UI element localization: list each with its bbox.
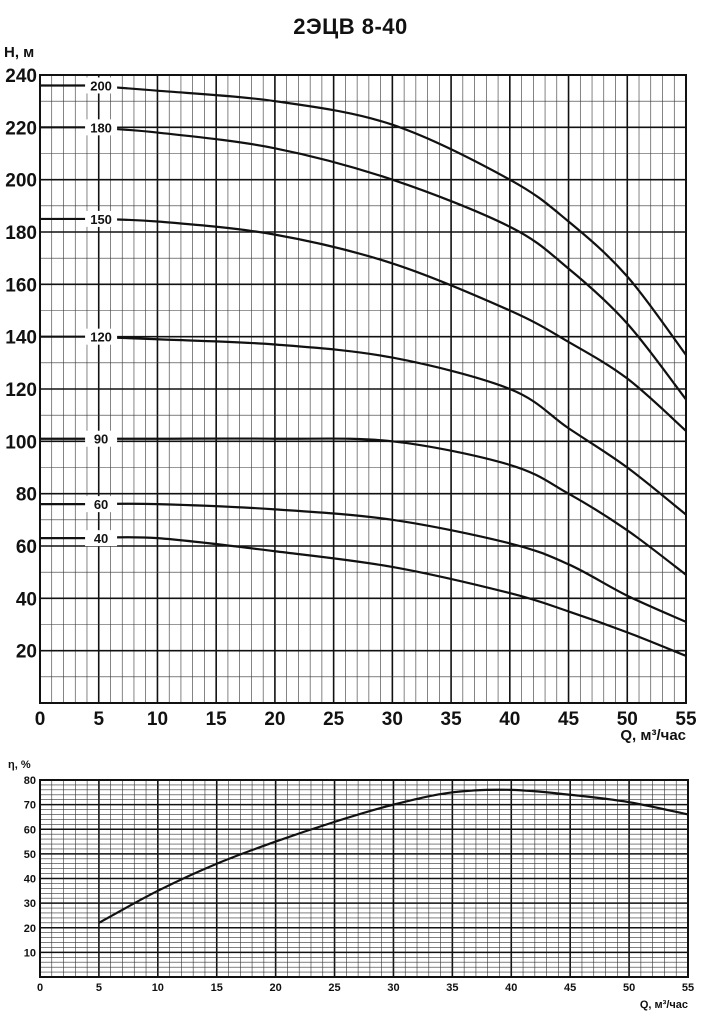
series-line: [86, 536, 687, 657]
y-tick-label: 60: [24, 824, 36, 836]
x-tick-label: 40: [499, 709, 520, 730]
y-tick-label: 60: [16, 537, 37, 558]
series-label-bg: [85, 430, 118, 447]
x-axis-label: Q, м³/час: [620, 727, 686, 744]
series: 40: [40, 530, 687, 657]
x-tick-label: 55: [675, 709, 697, 730]
series: 180: [40, 119, 687, 401]
efficiency-chart: 0 5 10 15 20 25 30 35 40 45 50 55 10 20 30 40 50 60 70 80 η,…: [8, 759, 694, 1011]
series-label: 150: [90, 212, 112, 227]
y-tick-label: 50: [24, 849, 36, 861]
x-tick-label: 15: [211, 982, 223, 994]
series: 90: [40, 430, 687, 576]
x-tick-label: 25: [328, 982, 340, 994]
series: 60: [40, 496, 687, 623]
series-label-bg: [85, 530, 118, 547]
x-tick-label: 40: [505, 982, 517, 994]
y-tick-label: 30: [24, 898, 36, 910]
y-tick-label: 240: [5, 66, 37, 87]
y-tick-label: 20: [16, 642, 37, 663]
series-label-bg: [85, 77, 118, 94]
series-label-bg: [85, 119, 118, 136]
series-label-bg: [85, 210, 118, 227]
series-line: [86, 217, 687, 432]
head-chart: 0 5 10 15 20 25 30 35 40 45 50 55 20 40 60 80 100 120 140 1…: [4, 44, 697, 744]
x-tick-label: 20: [270, 982, 282, 994]
y-tick-label: 80: [16, 485, 37, 506]
x-tick-label: 50: [623, 982, 635, 994]
grid: [39, 74, 687, 704]
series-line: [86, 84, 687, 356]
x-tick-label: 35: [441, 709, 463, 730]
series-line: [86, 502, 687, 623]
series-label: 180: [90, 120, 112, 135]
y-tick-label: 40: [16, 589, 37, 610]
y-tick-label: 180: [5, 223, 37, 244]
series-label: 60: [94, 497, 108, 512]
x-tick-label: 30: [387, 982, 399, 994]
y-tick-label: 220: [5, 118, 37, 139]
x-tick-label: 0: [37, 982, 43, 994]
y-tick-label: 200: [5, 171, 37, 192]
y-tick-label: 120: [5, 380, 37, 401]
x-tick-label: 45: [558, 709, 580, 730]
x-tick-label: 55: [682, 982, 694, 994]
x-tick-label: 50: [617, 709, 638, 730]
y-tick-label: 160: [5, 275, 37, 296]
x-tick-label: 30: [382, 709, 403, 730]
x-tick-label: 5: [96, 982, 102, 994]
y-axis-label: η, %: [8, 759, 31, 771]
series-line: [86, 437, 687, 576]
y-tick-label: 40: [24, 874, 36, 886]
y-tick-label: 80: [24, 775, 36, 787]
series: 200: [40, 77, 687, 356]
series-label-bg: [85, 328, 118, 345]
series: 150: [40, 210, 687, 432]
series-line: [86, 126, 687, 401]
series-line: [98, 788, 689, 924]
x-tick-label: 15: [206, 709, 228, 730]
y-tick-label: 70: [24, 800, 36, 812]
x-tick-label: 5: [93, 709, 104, 730]
plot-frame: [39, 74, 687, 704]
series-label: 200: [90, 78, 112, 93]
series-label: 120: [90, 330, 112, 345]
x-tick-label: 0: [35, 709, 46, 730]
x-tick-label: 10: [147, 709, 168, 730]
grid: [39, 779, 689, 978]
y-axis-label: H, м: [4, 44, 34, 61]
plot-frame: [39, 779, 689, 978]
y-tick-label: 10: [24, 947, 36, 959]
x-tick-label: 25: [323, 709, 345, 730]
series-line: [86, 335, 687, 516]
y-tick-label: 140: [5, 328, 37, 349]
x-tick-label: 20: [264, 709, 285, 730]
series-label: 90: [94, 432, 108, 447]
series: 120: [40, 328, 687, 516]
y-tick-label: 100: [5, 432, 37, 453]
series-label-bg: [85, 496, 118, 513]
series-label: 40: [94, 531, 108, 546]
x-tick-label: 10: [152, 982, 164, 994]
y-tick-label: 20: [24, 923, 36, 935]
x-tick-label: 35: [446, 982, 458, 994]
x-axis-label: Q, м³/час: [640, 999, 688, 1011]
chart-title: 2ЭЦВ 8-40: [293, 14, 408, 39]
series: [98, 788, 689, 924]
x-tick-label: 45: [564, 982, 576, 994]
